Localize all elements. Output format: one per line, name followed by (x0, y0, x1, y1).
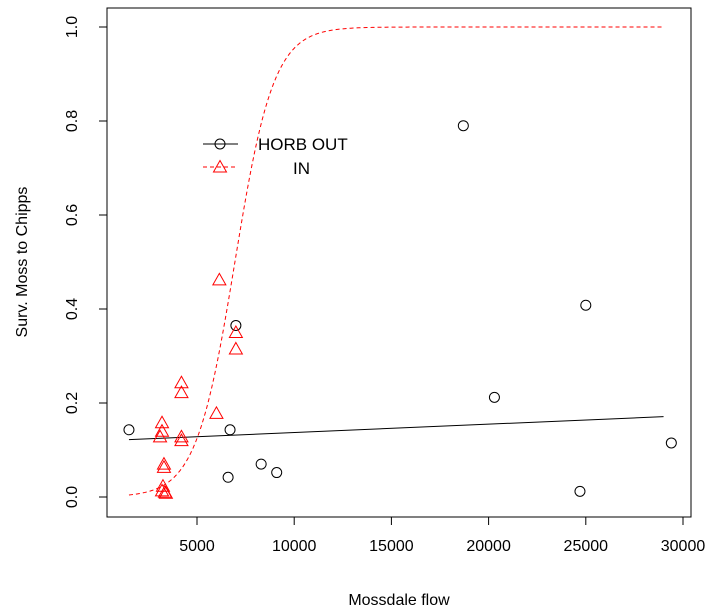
x-ticks: 5000 10000 15000 20000 25000 30000 (179, 517, 705, 555)
point-horb-out (574, 485, 586, 497)
point-in (152, 429, 168, 443)
point-in (156, 459, 172, 473)
point-in (228, 341, 244, 355)
legend-entry-horb-out: HORB OUT (203, 135, 348, 154)
x-axis: 5000 10000 15000 20000 25000 30000 Mossdale f… (179, 516, 705, 609)
fit-lines (128, 26, 664, 496)
plot-frame (106, 7, 692, 518)
y-tick-label: 0.4 (64, 298, 81, 320)
y-tick-label: 0.0 (64, 486, 81, 508)
x-tick-label: 20000 (466, 538, 511, 555)
x-axis-label: Mossdale flow (348, 592, 450, 609)
point-in (154, 415, 170, 429)
y-tick-label: 0.8 (64, 110, 81, 132)
legend-marker-circle (214, 138, 226, 150)
legend-marker-triangle (212, 159, 228, 173)
legend-label-in: IN (293, 159, 310, 178)
point-in (156, 456, 172, 470)
x-tick-label: 25000 (564, 538, 609, 555)
point-in (158, 485, 174, 499)
point-horb-out (488, 391, 500, 403)
point-horb-out (255, 458, 267, 470)
point-in (211, 272, 227, 286)
data-points (123, 120, 677, 499)
point-horb-out (222, 471, 234, 483)
point-in (174, 429, 189, 443)
legend: HORB OUT IN (203, 135, 348, 178)
point-horb-out (123, 424, 135, 436)
point-in (154, 423, 170, 437)
legend-label-horb-out: HORB OUT (258, 135, 348, 154)
x-tick-label: 10000 (272, 538, 317, 555)
point-in (154, 483, 170, 497)
legend-entry-in: IN (203, 159, 310, 178)
x-tick-label: 5000 (179, 538, 215, 555)
fit-curve-in (128, 26, 664, 496)
point-in (174, 385, 189, 399)
fit-line-horb-out (128, 416, 664, 441)
point-in (209, 405, 224, 419)
point-horb-out (224, 424, 236, 436)
y-tick-label: 0.2 (64, 392, 81, 414)
point-in (174, 375, 189, 389)
point-horb-out (665, 437, 677, 449)
point-in (228, 324, 244, 338)
point-horb-out (580, 299, 592, 311)
y-tick-label: 0.6 (64, 204, 81, 226)
point-horb-out (271, 467, 283, 479)
y-axis-label: Surv. Moss to Chipps (14, 187, 31, 338)
point-in (174, 433, 189, 447)
x-tick-label: 15000 (369, 538, 414, 555)
point-horb-out (457, 120, 469, 132)
point-horb-out (230, 319, 242, 331)
y-axis: 0.0 0.2 0.4 0.6 0.8 1.0 Surv. Moss to Chipps (14, 16, 108, 508)
x-tick-label: 30000 (661, 538, 706, 555)
y-ticks: 0.0 0.2 0.4 0.6 0.8 1.0 (64, 16, 107, 508)
y-tick-label: 1.0 (64, 16, 81, 38)
